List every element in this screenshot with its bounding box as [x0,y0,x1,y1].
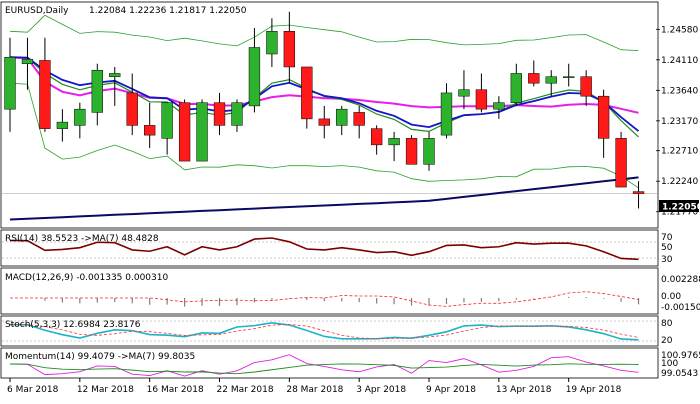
stoch-label: Stoch(5,3,3) 12.6984 23.8176 [5,320,141,330]
candle-up [563,76,575,78]
candle-up [493,102,505,110]
rsi-panel [0,229,659,267]
candle-up [388,138,400,146]
date-tick-label: 16 Mar 2018 [147,385,204,395]
ohlc-label: 1.22084 1.22236 1.21817 1.22050 [89,6,247,16]
price-tag-box [659,200,699,212]
candle-up [440,92,453,136]
date-tick-label: 9 Apr 2018 [426,385,476,395]
candle-up [56,121,69,129]
bollinger-lower [9,82,639,189]
price-tick-label: 1.22710 [661,147,698,157]
candle-up [161,102,173,139]
candle-down [615,138,627,188]
rsi-tick-50: 50 [661,243,673,253]
price-tick-label: 1.24580 [661,25,698,35]
macd-panel [0,267,659,315]
macd-tick-zero: 0.00 [661,292,681,302]
date-tick-label: 3 Apr 2018 [356,385,406,395]
stoch-signal [9,324,639,340]
mom-tick-mid: 100 [661,359,678,369]
candle-down [597,95,610,139]
candle-up [231,102,243,126]
date-axis: 6 Mar 2018 12 Mar 2018 16 Mar 2018 22 Mar 2… [7,378,622,395]
candles [4,11,645,209]
momentum-panel [0,347,659,379]
stoch-tick-20: 20 [661,336,673,346]
main-panel [0,1,659,229]
candle-up [510,73,522,103]
mom-tick-top: 100.9765 [661,351,700,361]
candle-down [475,89,488,110]
candle-down [178,102,191,162]
candle-down [126,92,138,126]
ma-navy [9,176,639,221]
candle-down [213,102,226,126]
date-tick-label: 12 Mar 2018 [77,385,134,395]
candle-up [4,56,16,110]
macd-tick-bottom: -0.001507 [661,303,700,313]
rsi-tick-70: 70 [661,233,673,243]
candle-down [528,73,540,84]
price-tick-label: 1.21770 [661,208,698,218]
candle-down [283,31,296,68]
date-tick-label: 22 Mar 2018 [217,385,274,395]
date-tick-label: 19 Apr 2018 [566,385,622,395]
rsi-label: RSI(14) 38.5523 ->MA(7) 48.4828 [5,234,159,244]
date-tick-label: 28 Mar 2018 [286,385,343,395]
price-axis: 1.24580 1.24110 1.23640 1.23170 1.22710 1.222… [656,25,698,218]
candle-up [336,108,348,126]
candle-up [248,47,261,107]
candle-up [109,73,121,77]
candle-up [196,102,208,162]
price-tick-label: 1.23170 [661,117,698,127]
bollinger-upper [9,14,639,51]
candle-up [423,138,435,165]
indicator-lines [2,237,657,377]
candle-up [266,31,278,55]
symbol-label: EURUSD,Daily [5,6,69,16]
candle-down [301,66,313,120]
candle-up [545,76,557,84]
momentum-line [9,354,639,377]
mom-tick-bottom: 99.0543 [661,369,698,379]
macd-label: MACD(12,26,9) -0.001335 0.000310 [5,273,168,283]
price-tag: 1.22050 [662,203,700,213]
candle-up [21,58,34,64]
candle-down [580,76,592,97]
date-tick-label: 13 Apr 2018 [496,385,552,395]
date-tick-label: 6 Mar 2018 [7,385,59,395]
candle-down [318,118,330,126]
macd-tick-top: 0.002288 [661,275,700,285]
macd-signal [10,291,639,307]
price-tick-label: 1.24110 [661,56,698,66]
candle-up [458,89,470,97]
stoch-main [9,321,639,341]
momentum-label: Momentum(14) 99.4079 ->MA(7) 99.8035 [5,352,195,362]
candle-up [91,69,103,113]
momentum-ma [9,363,639,375]
candle-down [39,60,51,129]
stoch-tick-80: 80 [661,319,673,329]
candle-up [74,108,86,126]
price-tick-label: 1.23640 [661,86,698,96]
candle-down [370,128,383,146]
candle-down [353,112,365,126]
rsi-tick-30: 30 [661,255,673,265]
price-tick-label: 1.22240 [661,177,698,187]
candle-down [405,138,418,165]
candle-down [144,125,156,136]
rsi-line [9,237,639,261]
candle-down [632,191,645,194]
